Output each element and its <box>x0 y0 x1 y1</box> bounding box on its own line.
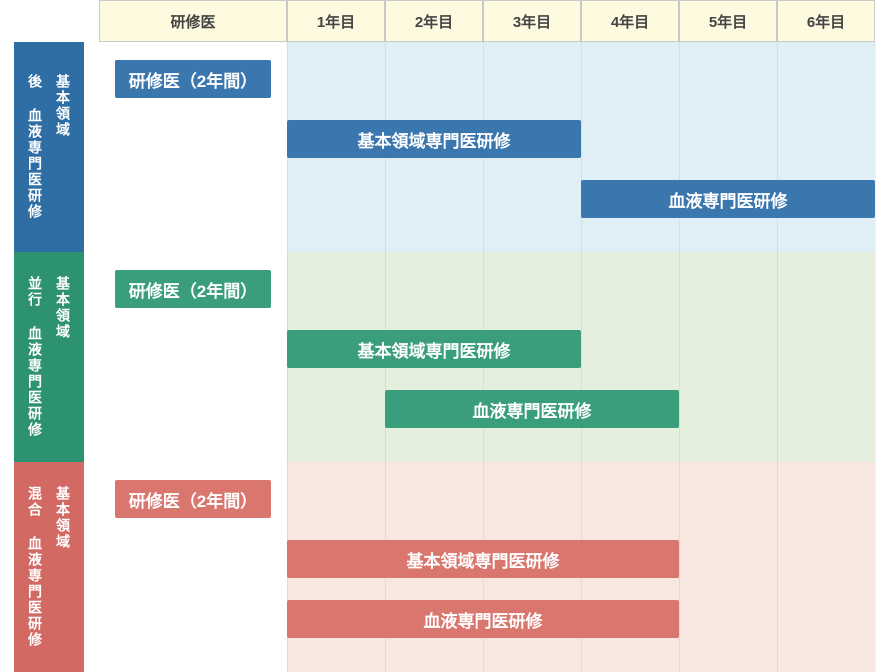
gridline <box>875 252 876 462</box>
bar-mixed-hema: 血液専門医研修 <box>287 600 679 638</box>
bar-parallel-hema: 血液専門医研修 <box>385 390 679 428</box>
header-year-5: 5年目 <box>679 0 777 42</box>
gridline <box>679 42 680 252</box>
gridline <box>777 252 778 462</box>
gridline <box>875 42 876 252</box>
gridline <box>679 252 680 462</box>
header-year-6: 6年目 <box>777 0 875 42</box>
gridline <box>581 42 582 252</box>
bar-parallel-basic: 基本領域専門医研修 <box>287 330 581 368</box>
gridline <box>875 462 876 672</box>
header-col-kenshu: 研修医 <box>99 0 287 42</box>
header-year-4: 4年目 <box>581 0 679 42</box>
bar-parallel-kenshu: 研修医（2年間） <box>115 270 271 308</box>
section-label-mixed: 基本領域混合 血液専門医研修 <box>14 462 84 672</box>
bar-mixed-basic: 基本領域専門医研修 <box>287 540 679 578</box>
gridline <box>581 252 582 462</box>
bar-sequential-basic: 基本領域専門医研修 <box>287 120 581 158</box>
gridline <box>777 462 778 672</box>
header-year-1: 1年目 <box>287 0 385 42</box>
bar-mixed-kenshu: 研修医（2年間） <box>115 480 271 518</box>
bar-sequential-kenshu: 研修医（2年間） <box>115 60 271 98</box>
header-row: 研修医 1年目 2年目 3年目 4年目 5年目 6年目 <box>99 0 875 42</box>
gridline <box>679 462 680 672</box>
header-year-2: 2年目 <box>385 0 483 42</box>
gridline <box>777 42 778 252</box>
training-timeline-chart: 研修医 1年目 2年目 3年目 4年目 5年目 6年目 基本領域後 血液専門医研… <box>0 0 883 672</box>
section-label-parallel: 基本領域並行 血液専門医研修 <box>14 252 84 462</box>
bar-sequential-hema: 血液専門医研修 <box>581 180 875 218</box>
header-year-3: 3年目 <box>483 0 581 42</box>
section-label-sequential: 基本領域後 血液専門医研修 <box>14 42 84 252</box>
